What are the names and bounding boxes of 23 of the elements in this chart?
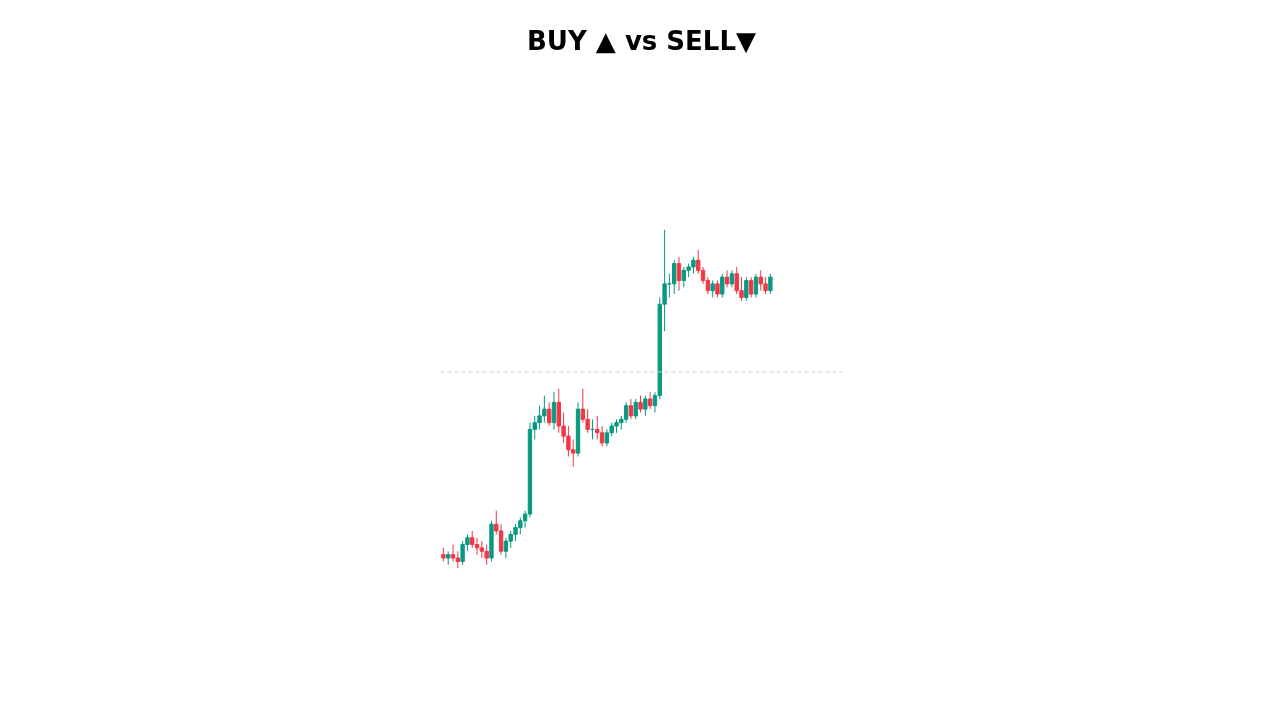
chart-title: BUY ▲ vs SELL▼ [527,25,756,56]
candlestick [744,276,749,302]
candlestick [753,273,759,298]
candlestick [585,408,590,434]
candlestick [474,537,480,556]
candlestick [551,391,557,430]
candlestick [479,540,485,559]
candlestick [633,398,638,420]
candlestick [623,401,629,424]
candlestick [748,276,754,298]
candlestick [768,273,773,295]
candlestick [546,401,552,427]
candlestick [599,425,605,447]
candlestick [672,259,677,295]
candlestick [643,395,648,417]
candlestick [724,269,730,288]
candlestick [628,398,634,420]
candlestick [720,273,725,298]
candlestick [503,537,509,559]
candlestick [450,544,456,562]
candlestick [676,256,682,292]
candlestick [498,523,504,556]
candlestick [484,544,489,566]
